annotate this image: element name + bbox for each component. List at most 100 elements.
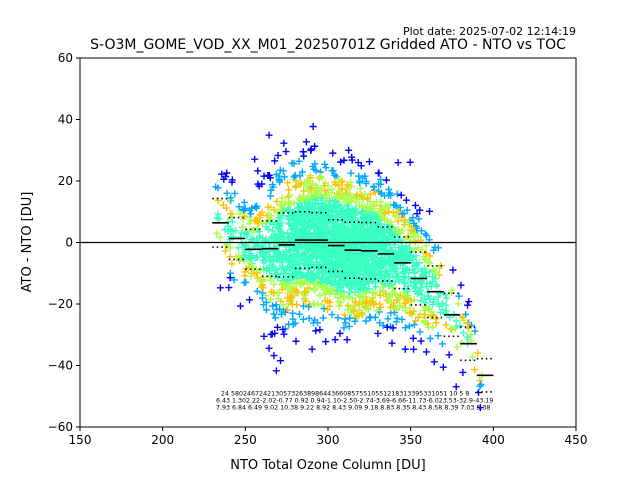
data-point (379, 321, 387, 329)
data-point (426, 279, 434, 287)
data-point (279, 325, 287, 333)
data-point (315, 261, 323, 269)
data-point (272, 170, 280, 178)
x-tick-label: 200 (151, 433, 174, 447)
data-point (296, 181, 304, 189)
data-point (350, 208, 358, 216)
data-point (477, 381, 485, 389)
data-point (426, 334, 434, 342)
data-point (282, 275, 290, 283)
data-point (260, 259, 268, 267)
data-point (294, 204, 302, 212)
data-point (355, 172, 363, 180)
data-point (469, 353, 477, 361)
data-point (410, 321, 418, 329)
data-point (292, 271, 300, 279)
data-point (300, 224, 308, 232)
y-tick-label: 60 (58, 51, 73, 65)
data-point (237, 229, 245, 237)
data-point (324, 210, 332, 218)
data-point (272, 367, 280, 375)
y-tick-label: −60 (48, 420, 73, 434)
data-point (317, 213, 325, 221)
data-point (354, 216, 362, 224)
data-point (344, 275, 352, 283)
data-point (379, 287, 387, 295)
data-point (270, 352, 278, 360)
data-point (228, 260, 236, 268)
data-point (436, 289, 444, 297)
data-point (459, 314, 467, 322)
data-point (336, 329, 344, 337)
x-tick-label: 150 (69, 433, 92, 447)
data-point (260, 172, 268, 180)
data-point (253, 287, 261, 295)
data-point (371, 279, 379, 287)
data-point (268, 261, 276, 269)
y-tick-label: 40 (58, 113, 73, 127)
data-point (305, 213, 313, 221)
data-point (359, 207, 367, 215)
data-point (335, 181, 343, 189)
data-point (348, 182, 356, 190)
data-point (294, 252, 302, 260)
data-point (439, 306, 447, 314)
data-point (391, 201, 399, 209)
data-point (465, 298, 473, 306)
data-point (301, 178, 309, 186)
data-point (216, 234, 224, 242)
data-point (373, 227, 381, 235)
data-point (359, 221, 367, 229)
data-point (391, 290, 399, 298)
data-point (216, 284, 224, 292)
data-point (332, 209, 340, 217)
data-point (297, 196, 305, 204)
data-point (286, 206, 294, 214)
data-point (288, 279, 296, 287)
data-point (413, 259, 421, 267)
data-point (358, 309, 366, 317)
data-point (378, 277, 386, 285)
data-point (401, 345, 409, 353)
data-point (352, 252, 360, 260)
data-point (326, 302, 334, 310)
data-point (304, 186, 312, 194)
data-point (285, 246, 293, 254)
data-point (364, 261, 372, 269)
data-point (341, 311, 349, 319)
data-point (310, 230, 318, 238)
data-point (252, 204, 260, 212)
data-point (345, 322, 353, 330)
data-point (401, 324, 409, 332)
data-point (214, 210, 222, 218)
data-point (311, 211, 319, 219)
data-point (362, 180, 370, 188)
data-point (365, 305, 373, 313)
data-point (317, 191, 325, 199)
data-point (377, 180, 385, 188)
data-point (236, 302, 244, 310)
data-point (375, 258, 383, 266)
data-point (269, 181, 277, 189)
data-point (396, 254, 404, 262)
data-point (441, 291, 449, 299)
data-point (283, 265, 291, 273)
data-point (359, 255, 367, 263)
x-tick-label: 250 (234, 433, 257, 447)
data-point (329, 149, 337, 157)
data-point (343, 336, 351, 344)
data-point (360, 270, 368, 278)
data-point (253, 253, 261, 261)
data-point (318, 174, 326, 182)
data-point (363, 266, 371, 274)
data-point (357, 292, 365, 300)
data-point (259, 250, 267, 258)
data-point (231, 189, 239, 197)
data-point (439, 363, 447, 371)
data-point (324, 306, 332, 314)
data-point (255, 234, 263, 242)
data-point (338, 261, 346, 269)
data-point (278, 194, 286, 202)
data-point (343, 181, 351, 189)
data-point (280, 240, 288, 248)
